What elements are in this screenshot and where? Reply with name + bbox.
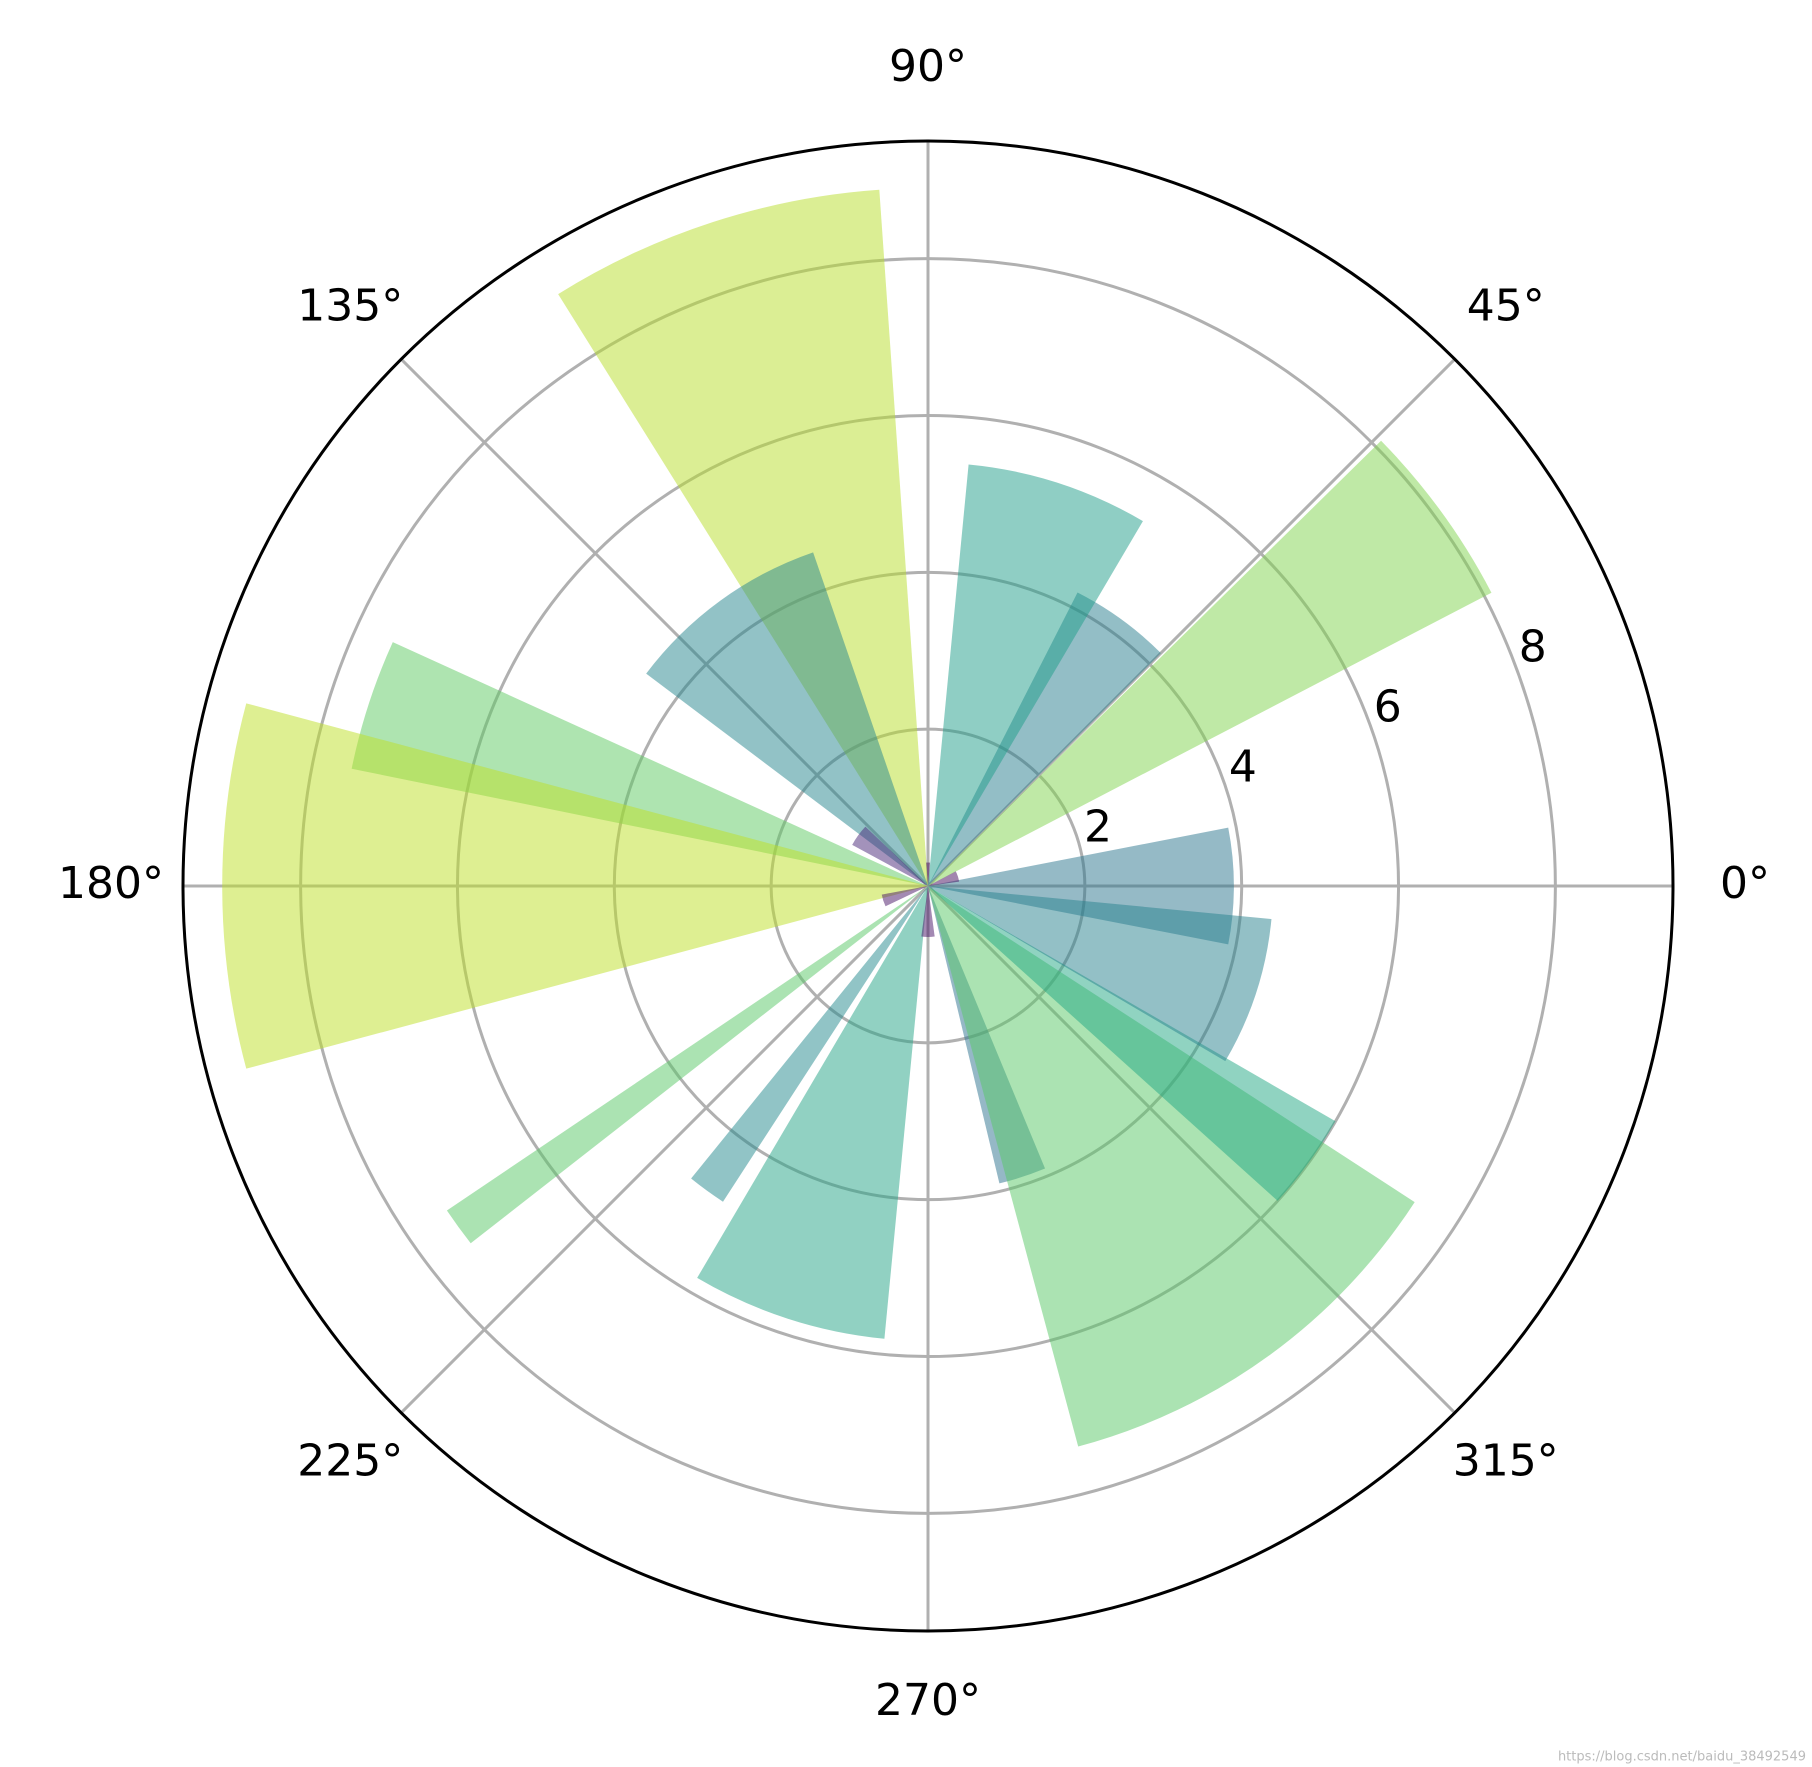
- angle-tick-label: 0°: [1720, 858, 1770, 909]
- bar: [928, 886, 1272, 1062]
- angle-tick-label: 45°: [1467, 280, 1545, 331]
- angle-tick-label: 180°: [58, 858, 164, 909]
- radial-tick-label: 6: [1374, 681, 1402, 732]
- angle-tick-label: 315°: [1453, 1436, 1559, 1487]
- angle-tick-label: 90°: [889, 41, 967, 92]
- bar: [928, 886, 1336, 1201]
- outer-frame: [181, 139, 1675, 1633]
- bar: [446, 886, 928, 1244]
- grid-spoke: [400, 884, 930, 1414]
- bar: [646, 552, 928, 886]
- bar: [697, 886, 928, 1339]
- bar: [921, 886, 935, 937]
- angle-tick-label: 270°: [875, 1675, 981, 1726]
- bar: [928, 464, 1143, 886]
- radial-tick-label: 8: [1519, 621, 1547, 672]
- angle-tick-label: 225°: [297, 1436, 403, 1487]
- bar: [925, 862, 931, 886]
- bar: [852, 826, 928, 886]
- watermark: https://blog.csdn.net/baidu_38492549: [1558, 1750, 1806, 1765]
- angle-tick-label: 135°: [297, 280, 403, 331]
- bar: [928, 886, 1415, 1447]
- radial-tick-label: 4: [1229, 741, 1257, 792]
- bar: [691, 886, 928, 1202]
- bar: [881, 886, 928, 907]
- radial-tick-label: 2: [1084, 801, 1112, 852]
- bar: [351, 642, 928, 886]
- bar: [928, 592, 1161, 886]
- bar: [222, 703, 929, 1069]
- bar: [928, 871, 960, 886]
- bar: [928, 440, 1492, 886]
